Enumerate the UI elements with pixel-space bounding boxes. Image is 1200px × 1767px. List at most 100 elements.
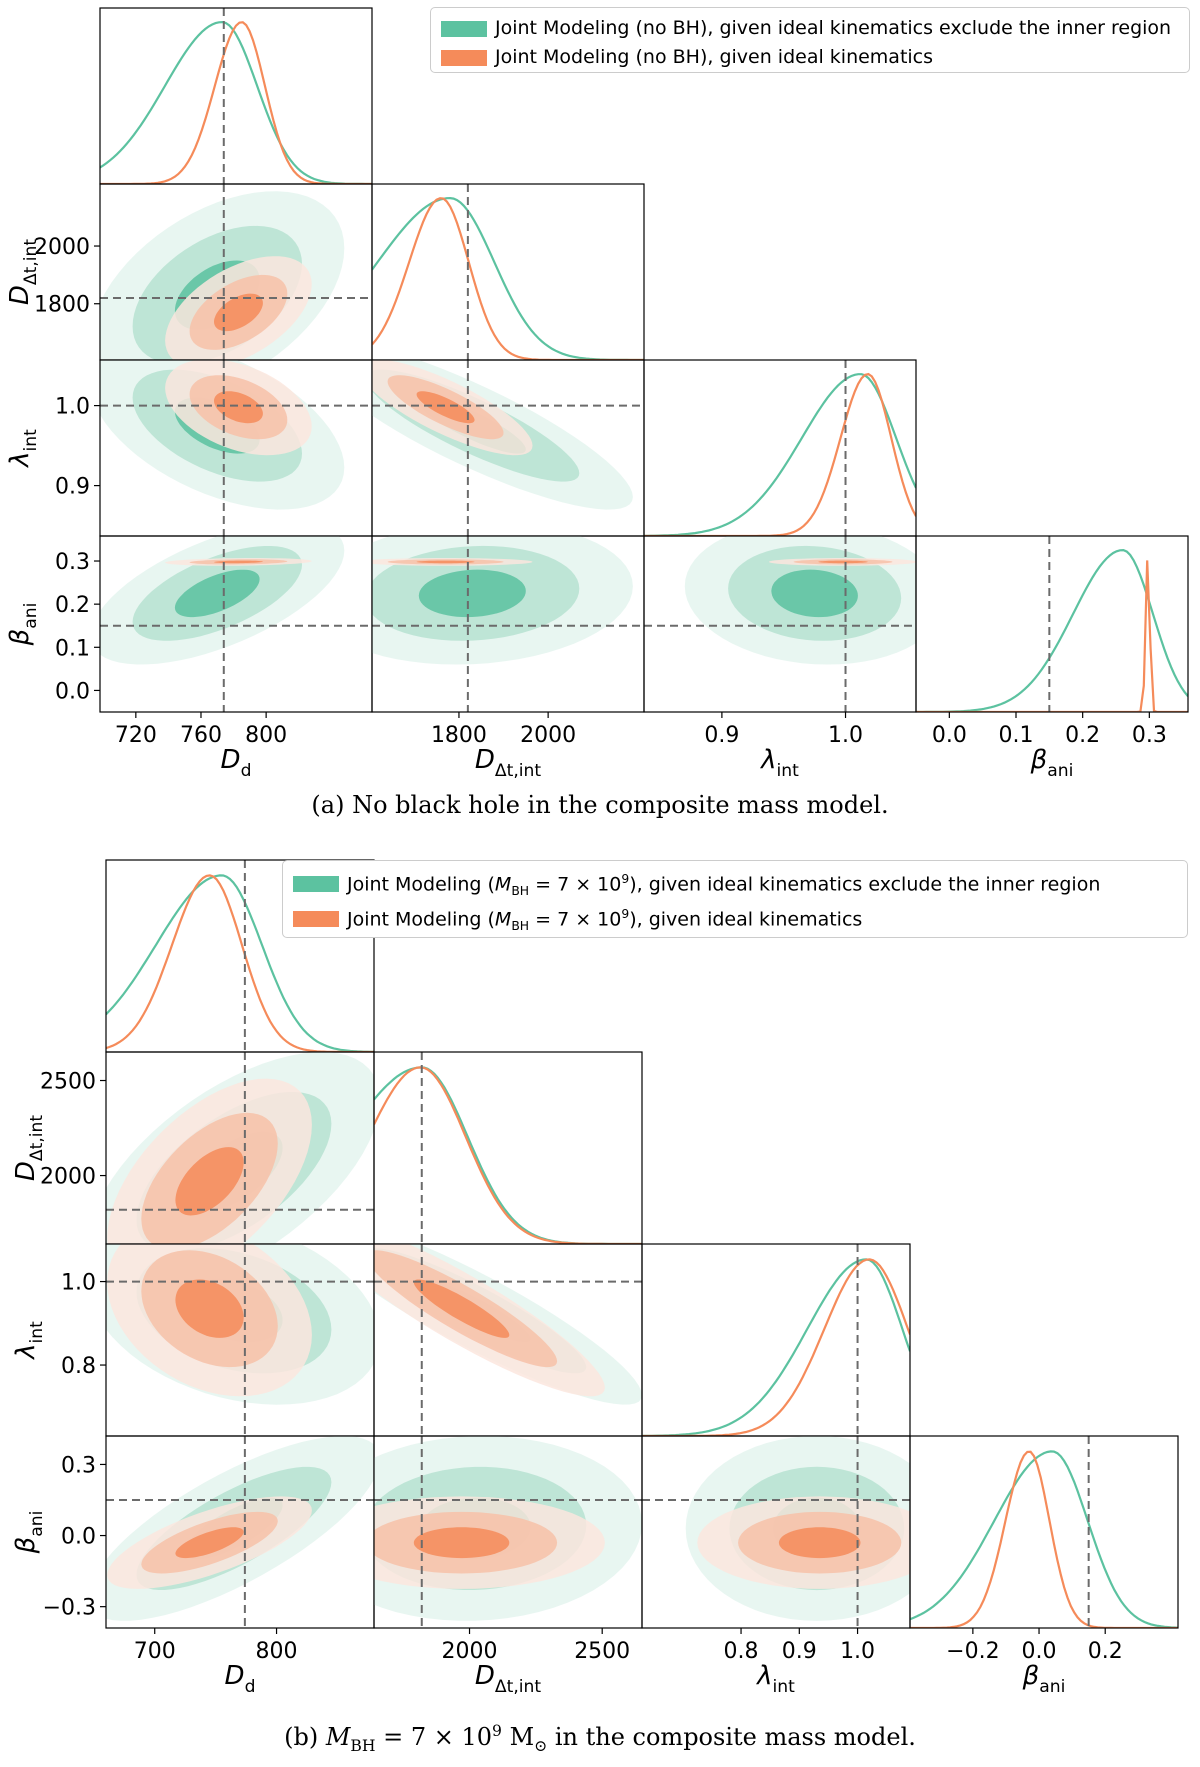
marginal-orange-a-1	[372, 197, 644, 360]
ytick-label-a-3-1: 0.1	[55, 636, 90, 661]
cell-frame-a-3-3	[915, 535, 1189, 713]
contour-orange-3sigma-a-1-0	[214, 293, 263, 332]
xlabel-b-0: Dd	[225, 1661, 256, 1697]
contour-green-3sigma-a-3-2	[771, 569, 858, 618]
ytick-label-b-2-0: 0.8	[61, 1354, 96, 1379]
contour-orange-3sigma-a-2-0	[214, 391, 263, 424]
contour-orange-3sigma-a-3-2	[818, 560, 868, 564]
legend-swatch-orange	[441, 50, 487, 66]
legend-label-green: Joint Modeling (no BH), given ideal kine…	[495, 17, 1172, 39]
corner-plot-a: 18002000DΔt,int0.91.0λint0.00.10.20.3βan…	[5, 7, 1189, 781]
legend-item-green-bh: Joint Modeling (MBH = 7 × 109), given id…	[283, 871, 1187, 899]
xtick-label-a-2-0: 0.9	[704, 723, 739, 748]
xlabel-a-0: Dd	[221, 745, 252, 781]
ytick-label-a-3-0: 0.0	[55, 679, 90, 704]
cell-b-1-1	[373, 1051, 643, 1245]
xtick-label-a-1-0: 1800	[431, 723, 487, 748]
cell-b-2-2	[641, 1243, 911, 1437]
ylabel-a-3: βani	[5, 603, 41, 647]
marginal-orange-b-3	[910, 1450, 1178, 1628]
xlabel-a-1: DΔt,int	[475, 745, 542, 781]
xtick-label-b-0-0: 700	[134, 1639, 176, 1664]
cell-a-1-1	[371, 183, 645, 361]
ytick-label-a-3-2: 0.2	[55, 593, 90, 618]
ytick-label-a-1-0: 1800	[34, 293, 90, 318]
marginal-orange-b-2	[642, 1258, 910, 1436]
cell-a-2-2	[643, 359, 917, 537]
legend-label-orange: Joint Modeling (no BH), given ideal kine…	[495, 46, 934, 68]
xtick-label-b-3-0: −0.2	[946, 1639, 999, 1664]
marginal-orange-b-1	[374, 1066, 642, 1244]
xlabel-a-3: βani	[1030, 745, 1074, 781]
legend-panel-b: Joint Modeling (MBH = 7 × 109), given id…	[282, 860, 1188, 938]
xtick-label-a-1-1: 2000	[520, 723, 576, 748]
marginal-green-b-2	[642, 1258, 910, 1436]
legend-label-green-bh: Joint Modeling (MBH = 7 × 109), given id…	[347, 872, 1101, 899]
cell-a-3-2: 0.9 1.0 λint	[643, 535, 917, 781]
ytick-label-a-1-1: 2000	[34, 235, 90, 260]
xtick-label-b-3-1: 0.0	[1022, 1639, 1057, 1664]
cell-b-2-0: 0.8 1.0 λint	[11, 1243, 375, 1437]
ytick-label-b-3-0: −0.3	[43, 1596, 96, 1621]
ytick-label-b-1-0: 2000	[40, 1165, 96, 1190]
cell-a-0-0	[99, 7, 373, 185]
cell-a-3-3: 0.0 0.1 0.2 0.3 βani	[915, 535, 1189, 781]
xtick-label-b-2-0: 0.8	[724, 1639, 759, 1664]
contour-orange-3sigma-b-2-1	[413, 1279, 510, 1338]
ylabel-a-1: DΔt,int	[5, 239, 41, 306]
cell-frame-b-2-2	[641, 1243, 911, 1437]
legend-item-green: Joint Modeling (no BH), given ideal kine…	[431, 16, 1189, 42]
xtick-label-b-2-2: 1.0	[840, 1639, 875, 1664]
caption-a: (a) No black hole in the composite mass …	[311, 791, 889, 819]
legend-swatch-green	[441, 21, 487, 37]
ytick-label-a-2-0: 0.9	[55, 475, 90, 500]
ylabel-b-3: βani	[11, 1511, 47, 1555]
caption-b: (b) MBH = 7 × 109 M⊙ in the composite ma…	[284, 1722, 916, 1755]
xlabel-b-2: λint	[755, 1661, 795, 1697]
ytick-label-b-2-1: 1.0	[61, 1271, 96, 1296]
marginal-green-a-1	[372, 196, 644, 360]
ytick-label-a-3-3: 0.3	[55, 550, 90, 575]
marginal-green-a-2	[644, 373, 916, 536]
contour-orange-3sigma-b-3-2	[778, 1527, 861, 1559]
cell-b-1-0: 2000 2500 DΔt,int	[11, 1051, 375, 1245]
ytick-label-a-2-1: 1.0	[55, 395, 90, 420]
contour-orange-3sigma-a-3-0	[214, 560, 263, 564]
marginal-green-b-3	[910, 1450, 1178, 1628]
contour-orange-3sigma-a-3-1	[416, 560, 475, 564]
legend-panel-a: Joint Modeling (no BH), given ideal kine…	[430, 7, 1190, 73]
marginal-orange-a-2	[644, 372, 916, 536]
cell-b-3-3: −0.2 0.0 0.2 βani	[909, 1435, 1179, 1697]
cell-a-2-1	[371, 359, 645, 537]
legend-label-orange-bh: Joint Modeling (MBH = 7 × 109), given id…	[347, 907, 863, 934]
xtick-label-a-0-2: 800	[245, 723, 287, 748]
xtick-label-b-0-1: 800	[256, 1639, 298, 1664]
corner-plot-b: 2000 2500 DΔt,int 0.8 1.0 λint −0.3 0.0 0.3 βani 7…	[11, 859, 1179, 1697]
xtick-label-b-2-1: 0.9	[782, 1639, 817, 1664]
marginal-green-a-0	[100, 20, 372, 184]
ylabel-b-1: DΔt,int	[11, 1115, 47, 1182]
ylabel-a-2: λint	[5, 429, 41, 469]
contour-orange-3sigma-b-3-0	[175, 1527, 244, 1559]
contour-orange-3sigma-b-3-1	[413, 1527, 510, 1559]
marginal-green-b-0	[106, 874, 374, 1052]
contour-orange-3sigma-b-2-0	[175, 1279, 244, 1338]
xtick-label-b-3-2: 0.2	[1088, 1639, 1123, 1664]
marginal-orange-a-3	[916, 560, 1188, 712]
marginal-orange-a-0	[100, 21, 372, 184]
ylabel-b-2: λint	[11, 1321, 47, 1361]
ytick-label-b-3-2: 0.3	[61, 1453, 96, 1478]
legend-item-orange: Joint Modeling (no BH), given ideal kine…	[431, 45, 1189, 71]
contour-orange-3sigma-a-2-1	[416, 391, 475, 424]
contour-green-3sigma-a-3-0	[174, 569, 260, 618]
legend-swatch-green-bh	[293, 876, 339, 892]
xtick-label-a-2-1: 1.0	[828, 723, 863, 748]
legend-swatch-orange-bh	[293, 911, 339, 927]
xtick-label-b-1-0: 2000	[442, 1639, 498, 1664]
xtick-label-a-3-1: 0.1	[999, 723, 1034, 748]
